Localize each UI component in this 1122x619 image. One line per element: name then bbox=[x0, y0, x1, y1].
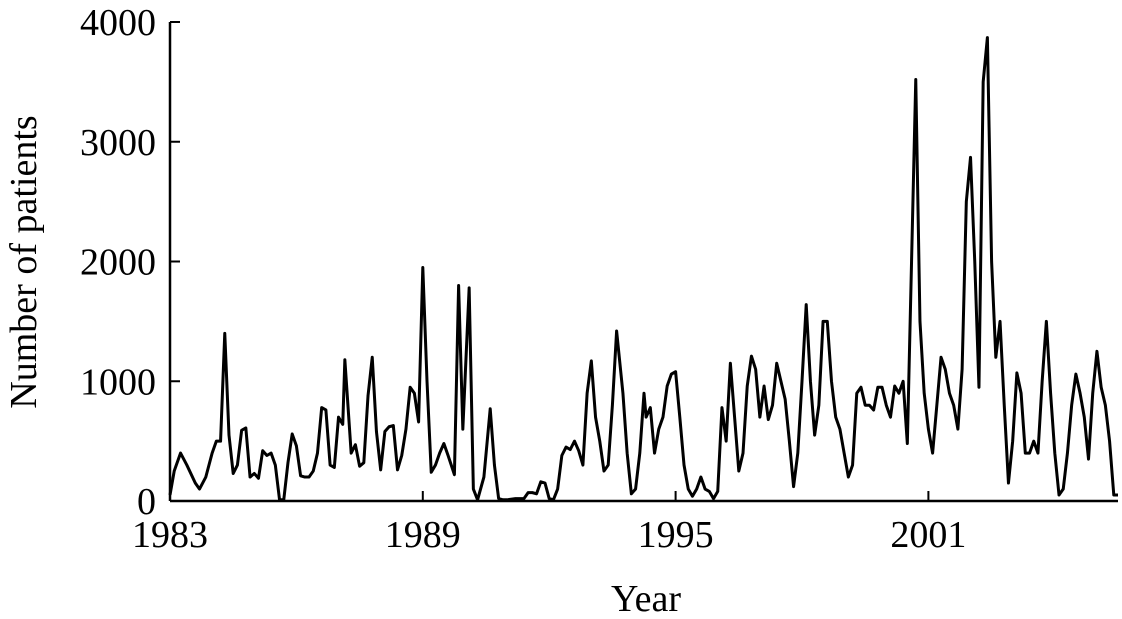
y-tick-label: 0 bbox=[137, 481, 156, 523]
y-tick-label: 2000 bbox=[80, 242, 156, 284]
series-layer bbox=[168, 36, 1118, 502]
series-line bbox=[168, 36, 1118, 502]
y-tick-label: 1000 bbox=[80, 361, 156, 403]
y-axis-label: Number of patients bbox=[3, 115, 45, 408]
x-tick-label: 2001 bbox=[890, 514, 966, 556]
x-tick-label: 1989 bbox=[385, 514, 461, 556]
x-axis-label: Year bbox=[611, 578, 681, 619]
x-axis-ticks: 1983 1989 1995 2001 bbox=[132, 491, 966, 556]
y-tick-label: 4000 bbox=[80, 2, 156, 44]
y-axis-ticks: 0 1000 2000 3000 4000 bbox=[80, 2, 180, 523]
y-tick-label: 3000 bbox=[80, 122, 156, 164]
x-tick-label: 1995 bbox=[638, 514, 714, 556]
x-tick-label: 1983 bbox=[132, 514, 208, 556]
